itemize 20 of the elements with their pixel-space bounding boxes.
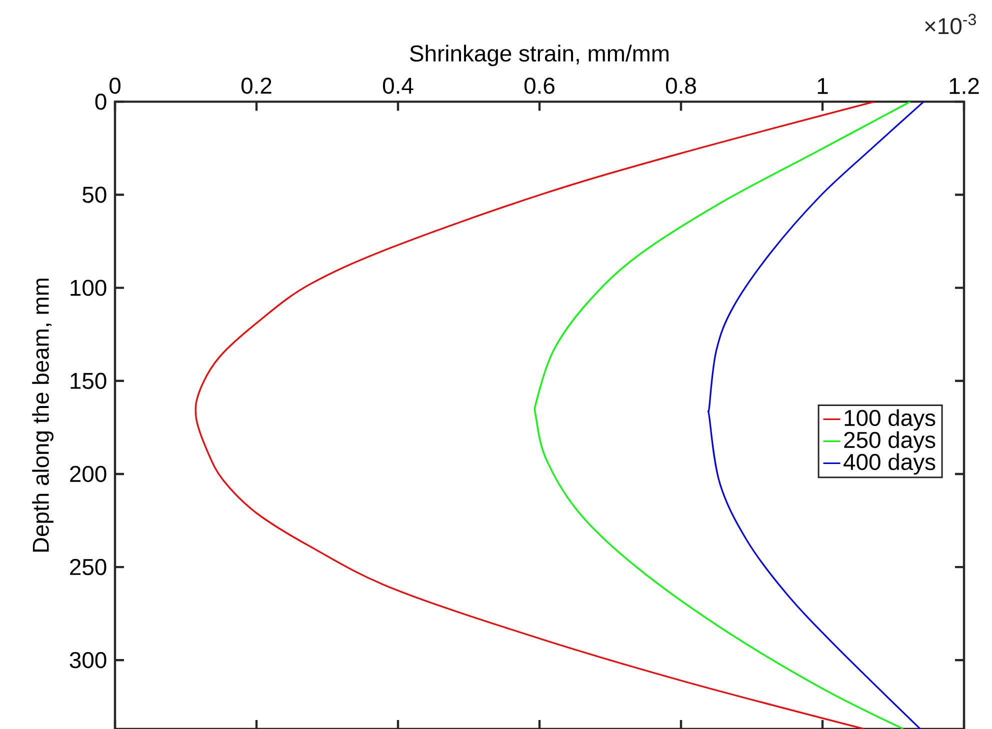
text: ×10$^{-3}$: [925, 14, 976, 34]
x-tick-label: 1: [818, 78, 828, 94]
x-tick-label: 0.4: [382, 78, 414, 94]
x-tick-label: 0: [110, 78, 120, 94]
x-tick-label: 0.2: [241, 78, 272, 94]
y-tick-label: 0: [95, 94, 106, 110]
legend-label: 100 days: [844, 409, 936, 431]
x-tick-label: 1.2: [950, 78, 979, 94]
y-tick-label: 50: [82, 186, 106, 203]
y-tick-label: 100: [70, 280, 106, 296]
x-axis-title: Shrinkage strain, mm/mm: [410, 44, 668, 66]
y-tick-label: 250: [70, 558, 106, 576]
y-tick-label: 200: [70, 466, 106, 482]
y-tick-label: 150: [70, 372, 106, 390]
y-axis-title: Depth along the beam, mm: [32, 278, 54, 552]
y-tick-label: 300: [70, 652, 106, 668]
legend-label: 250 days: [844, 431, 936, 453]
legend-label: 400 days: [844, 453, 936, 475]
x-tick-label: 0.8: [666, 78, 696, 94]
x-tick-label: 0.6: [524, 78, 554, 94]
